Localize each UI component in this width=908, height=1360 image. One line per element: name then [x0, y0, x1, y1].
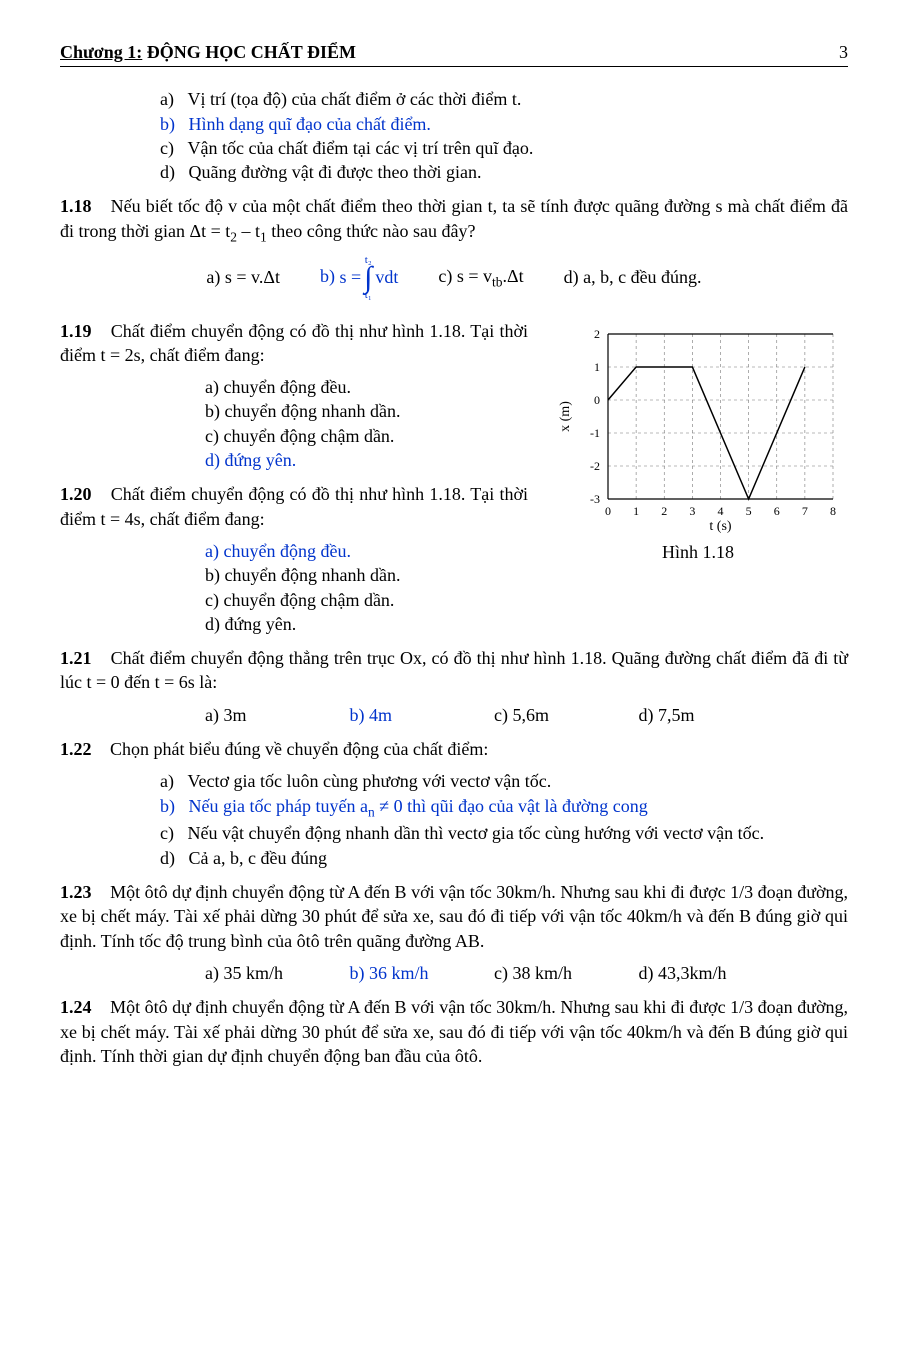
svg-text:2: 2: [594, 327, 600, 341]
figure-caption: Hình 1.18: [548, 540, 848, 564]
c-pre: c) s = v: [438, 266, 492, 286]
chapter-title: Chương 1: ĐỘNG HỌC CHẤT ĐIỂM: [60, 40, 356, 64]
page-header: Chương 1: ĐỘNG HỌC CHẤT ĐIỂM 3: [60, 40, 848, 67]
q121-options: a) 3m b) 4m c) 5,6m d) 7,5m: [205, 703, 848, 727]
opt-a: a) Vị trí (tọa độ) của chất điểm ở các t…: [160, 87, 848, 111]
qtext: Chất điểm chuyển động thẳng trên trục Ox…: [60, 648, 848, 692]
svg-text:3: 3: [689, 504, 695, 518]
opt-b: b) chuyển động nhanh dần.: [205, 563, 848, 587]
opt-b: b) 4m: [350, 703, 490, 727]
svg-text:1: 1: [633, 504, 639, 518]
intro-options: a) Vị trí (tọa độ) của chất điểm ở các t…: [160, 87, 848, 184]
opt-c: c) Nếu vật chuyển động nhanh dần thì vec…: [160, 821, 848, 845]
question-1-20: 1.20 Chất điểm chuyển động có đồ thị như…: [60, 482, 528, 531]
b-rhs: vdt: [375, 265, 398, 289]
opt-c-text: Nếu vật chuyển động nhanh dần thì vectơ …: [187, 821, 764, 845]
qnum: 1.23: [60, 882, 92, 902]
svg-text:-2: -2: [590, 459, 600, 473]
figure-1-18: 0 1 2 3 4 5 6 7 8 -3 -2 -1 0 1 2 t (s) x (m) Hình 1.18: [548, 324, 848, 564]
question-1-21: 1.21 Chất điểm chuyển động thẳng trên tr…: [60, 646, 848, 695]
svg-text:4: 4: [718, 504, 724, 518]
q118-options: a) s = v.Δt b) s = t₂ ∫ t₁ vdt c) s = vt…: [60, 255, 848, 301]
q122-options: a) Vectơ gia tốc luôn cùng phương với ve…: [160, 769, 848, 870]
q118-opt-b: b) s = t₂ ∫ t₁ vdt: [320, 255, 398, 301]
svg-text:1: 1: [594, 360, 600, 374]
opt-d: d) Cả a, b, c đều đúng: [160, 846, 848, 870]
qnum: 1.18: [60, 196, 92, 216]
opt-c: c) chuyển động chậm dần.: [205, 588, 848, 612]
svg-text:0: 0: [594, 393, 600, 407]
qtext: Chất điểm chuyển động có đồ thị như hình…: [60, 484, 528, 528]
sub2: 2: [230, 229, 237, 244]
qtext: Một ôtô dự định chuyển động từ A đến B v…: [60, 882, 848, 951]
opt-c: c) 5,6m: [494, 703, 634, 727]
qnum: 1.20: [60, 484, 92, 504]
opt-a: a) 3m: [205, 703, 345, 727]
opt-d-text: Quãng đường vật đi được theo thời gian.: [189, 162, 482, 182]
svg-text:6: 6: [774, 504, 780, 518]
question-1-19: 1.19 Chất điểm chuyển động có đồ thị như…: [60, 319, 528, 368]
svg-text:x (m): x (m): [558, 400, 573, 431]
opt-a-text: Vectơ gia tốc luôn cùng phương với vectơ…: [187, 771, 551, 791]
svg-text:t (s): t (s): [709, 519, 732, 534]
svg-text:2: 2: [661, 504, 667, 518]
q123-options: a) 35 km/h b) 36 km/h c) 38 km/h d) 43,3…: [205, 961, 848, 985]
qnum: 1.21: [60, 648, 92, 668]
opt-d: d) Quãng đường vật đi được theo thời gia…: [160, 160, 848, 184]
opt-d: d) đứng yên.: [205, 612, 848, 636]
opt-d: d) 43,3km/h: [639, 961, 779, 985]
qtext: Chất điểm chuyển động có đồ thị như hình…: [60, 321, 528, 365]
qtext: Chọn phát biểu đúng về chuyển động của c…: [110, 739, 488, 759]
opt-a-text: Vị trí (tọa độ) của chất điểm ở các thời…: [187, 89, 521, 109]
qnum: 1.19: [60, 321, 92, 341]
b-pre: Nếu gia tốc pháp tuyến a: [189, 796, 368, 816]
page-number: 3: [839, 40, 848, 64]
question-1-18: 1.18 Nếu biết tốc độ v của một chất điểm…: [60, 194, 848, 246]
svg-text:-3: -3: [590, 492, 600, 506]
opt-c: c) 38 km/h: [494, 961, 634, 985]
svg-text:8: 8: [830, 504, 836, 518]
opt-b: b) 36 km/h: [350, 961, 490, 985]
c-sub: tb: [492, 274, 503, 289]
qtext: Một ôtô dự định chuyển động từ A đến B v…: [60, 997, 848, 1066]
int-lower: t₁: [365, 290, 372, 301]
qtext-part3: theo công thức nào sau đây?: [267, 221, 476, 241]
question-1-24: 1.24 Một ôtô dự định chuyển động từ A đế…: [60, 995, 848, 1068]
int-symbol: ∫: [364, 266, 372, 290]
opt-c: c) Vận tốc của chất điểm tại các vị trí …: [160, 136, 848, 160]
opt-b-text: Hình dạng quĩ đạo của chất điểm.: [189, 114, 431, 134]
qnum: 1.24: [60, 997, 92, 1017]
b-sub: n: [368, 804, 375, 819]
qtext-part2: – t: [237, 221, 260, 241]
opt-c-text: Vận tốc của chất điểm tại các vị trí trê…: [187, 138, 533, 158]
opt-d-text: Cả a, b, c đều đúng: [189, 848, 327, 868]
question-1-22: 1.22 Chọn phát biểu đúng về chuyển động …: [60, 737, 848, 761]
svg-text:7: 7: [802, 504, 808, 518]
opt-a: a) Vectơ gia tốc luôn cùng phương với ve…: [160, 769, 848, 793]
b-label: b): [320, 266, 335, 286]
b-lhs: s =: [339, 265, 361, 289]
c-post: .Δt: [503, 266, 524, 286]
svg-text:0: 0: [605, 504, 611, 518]
chapter-prefix: Chương 1:: [60, 42, 142, 62]
opt-d: d) 7,5m: [639, 703, 779, 727]
opt-b: b) Nếu gia tốc pháp tuyến an ≠ 0 thì qũi…: [160, 794, 848, 822]
b-post: ≠ 0 thì qũi đạo của vật là đường cong: [375, 796, 648, 816]
opt-b: b) Hình dạng quĩ đạo của chất điểm.: [160, 112, 848, 136]
opt-a: a) 35 km/h: [205, 961, 345, 985]
q118-opt-a: a) s = v.Δt: [206, 265, 280, 289]
q118-opt-c: c) s = vtb.Δt: [438, 264, 523, 292]
integral-expr: s = t₂ ∫ t₁ vdt: [339, 255, 398, 301]
svg-text:-1: -1: [590, 426, 600, 440]
qnum: 1.22: [60, 739, 92, 759]
chart-svg: 0 1 2 3 4 5 6 7 8 -3 -2 -1 0 1 2 t (s) x (m): [553, 324, 843, 534]
integral-sign: t₂ ∫ t₁: [364, 255, 372, 301]
q118-opt-d: d) a, b, c đều đúng.: [564, 265, 702, 289]
chapter-name: ĐỘNG HỌC CHẤT ĐIỂM: [142, 42, 356, 62]
sub1: 1: [260, 229, 267, 244]
question-1-23: 1.23 Một ôtô dự định chuyển động từ A đế…: [60, 880, 848, 953]
svg-text:5: 5: [746, 504, 752, 518]
